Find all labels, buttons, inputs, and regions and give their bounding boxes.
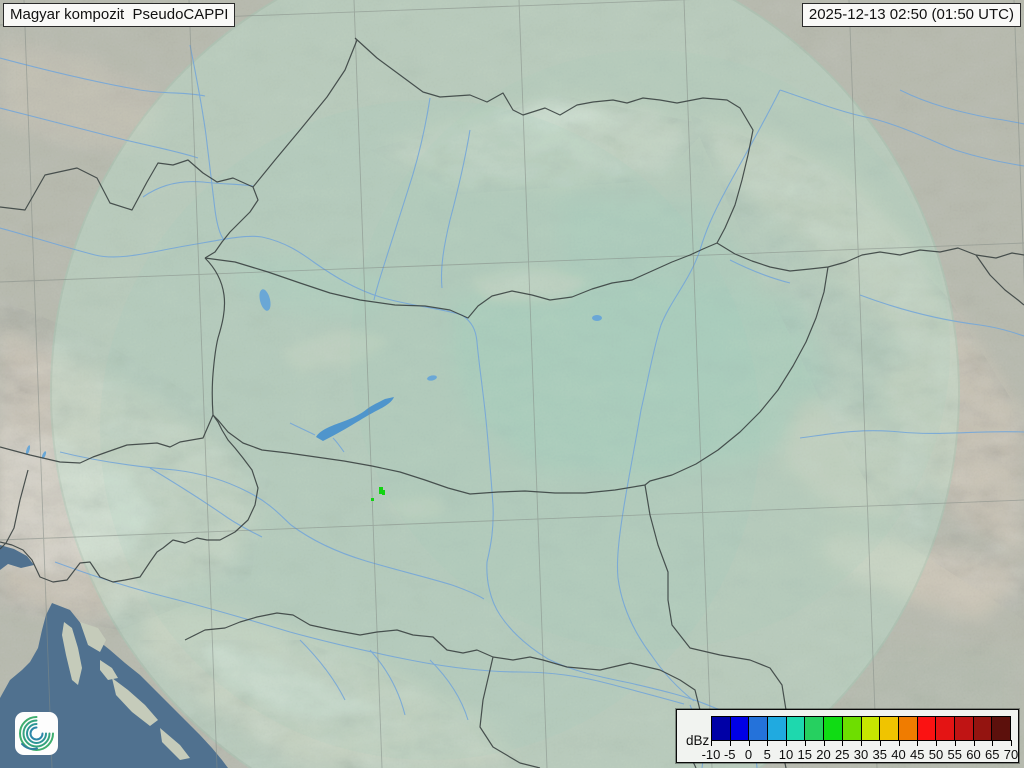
legend-color-45-to-50 — [916, 717, 936, 740]
river-danube — [0, 227, 758, 768]
legend-color-20-to-25 — [823, 717, 842, 740]
legend-tick-label: 55 — [947, 747, 962, 762]
legend-tick-mark — [1011, 740, 1012, 746]
legend-tick-label: 45 — [910, 747, 925, 762]
legend-tick-mark — [786, 740, 787, 746]
lake-velence — [427, 375, 437, 381]
met-service-logo — [15, 712, 58, 755]
legend-colorbar — [711, 716, 1011, 741]
legend-tick-mark — [842, 740, 844, 746]
legend-tick-mark — [804, 740, 806, 746]
legend-tick-mark — [936, 740, 937, 746]
legend-tick-mark — [898, 740, 900, 746]
legend-color-35-to-40 — [879, 717, 898, 740]
legend-tick-label: 20 — [816, 747, 831, 762]
legend-color--5-to-0 — [729, 717, 749, 740]
legend-color-0-to-5 — [748, 717, 768, 740]
river-vah — [373, 97, 431, 301]
lake-neusiedl — [259, 289, 271, 311]
legend-tick-label: 35 — [872, 747, 887, 762]
river-morava — [189, 44, 225, 241]
country-borders — [0, 37, 1024, 768]
legend-tick-label: 65 — [985, 747, 1000, 762]
legend-tick-label: 60 — [966, 747, 981, 762]
legend-tick-mark — [973, 740, 975, 746]
legend-tick-label: 70 — [1003, 747, 1019, 762]
adriatic-islands — [62, 622, 190, 760]
legend-tick-mark — [729, 740, 731, 746]
river-mura — [149, 467, 263, 538]
legend-tick-label: 0 — [744, 747, 753, 762]
legend-tick-mark — [823, 740, 825, 746]
legend-color-30-to-35 — [860, 717, 880, 740]
legend-tick-labels: -10 -5 0 5 10 15 20 25 30 35 40 45 50 55 60 65 70 — [702, 747, 1019, 762]
legend-color-55-to-60 — [953, 717, 973, 740]
radar-echo — [371, 487, 385, 501]
legend-tick-mark — [748, 740, 750, 746]
river-drava — [59, 451, 485, 600]
spiral-logo-icon — [19, 716, 54, 751]
legend-color-5-to-10 — [767, 717, 786, 740]
legend-tick-label: -10 — [701, 747, 721, 762]
legend-ticks — [711, 740, 1012, 746]
legend-tick-mark — [954, 740, 956, 746]
legend-tick-mark — [992, 740, 994, 746]
river-tisza — [616, 89, 781, 702]
legend-color-10-to-15 — [785, 717, 805, 740]
legend-tick-label: 15 — [797, 747, 812, 762]
legend-tick-mark — [861, 740, 862, 746]
river-sava — [54, 561, 685, 705]
lakes-layer — [25, 289, 602, 459]
legend-unit-label: dBz — [686, 733, 710, 748]
legend-color-40-to-45 — [897, 717, 917, 740]
legend-tick-label: 40 — [891, 747, 906, 762]
legend-color--10-to--5 — [712, 717, 730, 740]
legend-color-50-to-55 — [935, 717, 954, 740]
legend-tick-mark — [879, 740, 881, 746]
legend-tick-label: 25 — [835, 747, 850, 762]
legend-tick-label: 5 — [763, 747, 771, 762]
legend-tick-label: 10 — [778, 747, 794, 762]
radar-coverage-circle — [50, 0, 960, 768]
legend-tick-label: 50 — [928, 747, 944, 762]
legend-tick-label: -5 — [723, 747, 736, 762]
lake-balaton — [316, 397, 394, 441]
legend-tick-mark — [917, 740, 919, 746]
dbz-legend: dBz -10 -5 0 5 10 15 20 25 30 35 40 45 50 55 60 65 70 — [676, 709, 1019, 763]
legend-color-25-to-30 — [841, 717, 861, 740]
timestamp-label: 2025-12-13 02:50 (01:50 UTC) — [801, 3, 1021, 27]
legend-color-60-to-65 — [972, 717, 992, 740]
legend-color-65-to-70 — [991, 717, 1010, 740]
legend-tick-label: 30 — [853, 747, 869, 762]
product-label: Magyar kompozit PseudoCAPPI — [3, 3, 236, 27]
legend-tick-mark — [767, 740, 769, 746]
lake-tisza — [592, 315, 602, 321]
legend-tick-mark — [711, 740, 712, 746]
legend-color-15-to-20 — [804, 717, 824, 740]
